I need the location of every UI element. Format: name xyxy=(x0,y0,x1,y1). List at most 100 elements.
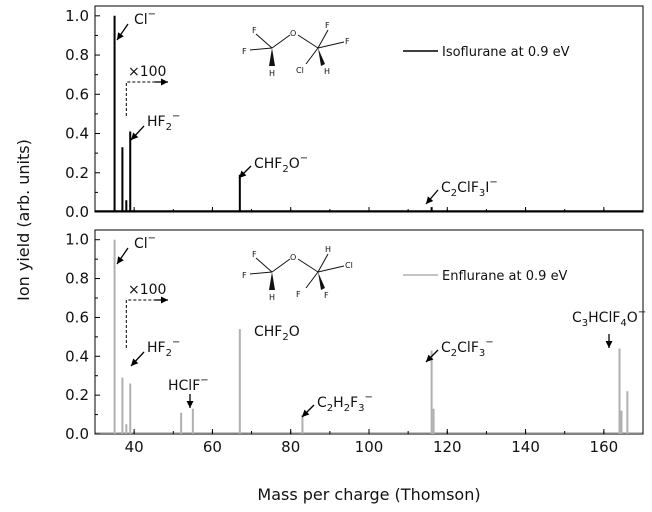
formula-part: 3 xyxy=(479,188,485,199)
arrow-hclf-head xyxy=(186,401,194,408)
arrow-x100-head xyxy=(161,296,168,304)
label-hclf: HClF− xyxy=(168,375,209,394)
arrow-hf2-head xyxy=(131,358,139,366)
formula-part: 2 xyxy=(166,122,172,133)
arrow-cl-head xyxy=(117,32,124,40)
molecule-atom: O xyxy=(290,29,296,38)
formula-part: − xyxy=(300,153,308,164)
x100-marker xyxy=(125,299,160,348)
x-tick-label: 160 xyxy=(590,438,619,456)
formula-part: CHF xyxy=(254,324,282,340)
molecule-atom: O xyxy=(290,253,296,262)
arrow-x100-head xyxy=(161,78,168,86)
arrow-cl-head xyxy=(117,256,124,264)
label-chf2o: CHF2O− xyxy=(254,153,308,175)
formula-part: 3 xyxy=(582,318,588,329)
label-c3hclf4o: C3HClF4O− xyxy=(572,307,646,329)
label-cl: Cl− xyxy=(134,9,156,28)
plot-frame xyxy=(94,5,644,213)
formula-part: C xyxy=(317,395,327,411)
formula-part: Cl xyxy=(134,236,148,252)
formula-part: I xyxy=(485,180,489,196)
formula-part: C xyxy=(572,310,582,326)
formula-part: Cl xyxy=(134,12,148,28)
formula-part: F xyxy=(350,395,358,411)
molecule-structure: F F H O H Cl F F xyxy=(242,245,353,302)
bond xyxy=(297,34,319,49)
molecule-structure: F F H O F F Cl H xyxy=(242,21,350,78)
molecule-atom: F xyxy=(345,37,350,46)
bond xyxy=(317,265,345,273)
bond xyxy=(271,258,291,273)
formula-part: − xyxy=(485,337,493,348)
bond xyxy=(317,41,345,49)
formula-part: 2 xyxy=(166,348,172,359)
molecule-atom: F xyxy=(296,290,301,299)
bond xyxy=(271,34,291,49)
bond xyxy=(317,253,329,273)
formula-part: 3 xyxy=(358,403,364,414)
wedge-bond xyxy=(318,48,325,66)
formula-part: ×100 xyxy=(128,282,166,298)
formula-part: 2 xyxy=(282,332,288,343)
formula-part: O xyxy=(289,156,300,172)
bond xyxy=(297,258,319,273)
molecule-atom: Cl xyxy=(345,261,353,270)
wedge-bond xyxy=(318,272,325,290)
arrow-c2clf3i-head xyxy=(426,196,434,204)
y-tick-label: 0.0 xyxy=(65,425,89,443)
molecule-atom: H xyxy=(269,293,275,302)
arrow-c2h2f3-head xyxy=(302,409,310,417)
label-c2clf3i: C2ClF3I− xyxy=(441,177,498,199)
label-x100: ×100 xyxy=(128,282,166,298)
x-tick-label: 40 xyxy=(125,438,144,456)
x-tick-label: 120 xyxy=(433,438,462,456)
y-tick-label: 0.0 xyxy=(65,203,89,221)
x-tick-label: 80 xyxy=(281,438,300,456)
x100-marker xyxy=(125,81,160,116)
formula-part: − xyxy=(172,111,180,122)
formula-part: C xyxy=(441,180,451,196)
formula-part: HF xyxy=(147,340,166,356)
formula-part: ×100 xyxy=(128,64,166,80)
formula-part: HF xyxy=(147,114,166,130)
formula-part: 2 xyxy=(451,348,457,359)
y-tick-label: 0.6 xyxy=(65,308,89,326)
bond xyxy=(305,47,319,65)
y-tick-label: 1.0 xyxy=(65,7,89,25)
molecule-atom: F xyxy=(242,271,247,280)
label-hf2: HF2− xyxy=(147,337,180,359)
formula-part: − xyxy=(365,392,373,403)
molecule-atom: H xyxy=(325,245,331,254)
label-c2clf3: C2ClF3− xyxy=(441,337,494,359)
formula-part: 3 xyxy=(479,348,485,359)
formula-part: O xyxy=(627,310,638,326)
formula-part: C xyxy=(441,340,451,356)
x-tick-label: 60 xyxy=(203,438,222,456)
bond xyxy=(255,33,273,49)
formula-part: − xyxy=(148,9,156,20)
label-cl: Cl− xyxy=(134,233,156,252)
formula-part: − xyxy=(200,375,208,386)
label-x100: ×100 xyxy=(128,64,166,80)
y-tick-label: 0.2 xyxy=(65,164,89,182)
y-tick-label: 0.2 xyxy=(65,386,89,404)
formula-part: O xyxy=(289,324,300,340)
formula-part: HClF xyxy=(168,378,200,394)
y-tick-label: 0.6 xyxy=(65,85,89,103)
bond xyxy=(249,271,273,275)
formula-part: HClF xyxy=(588,310,620,326)
bond xyxy=(249,47,273,51)
formula-part: 2 xyxy=(327,403,333,414)
formula-part: 2 xyxy=(282,164,288,175)
bond xyxy=(317,29,329,49)
formula-part: − xyxy=(148,233,156,244)
arrow-hf2-head xyxy=(131,132,139,140)
molecule-atom: F xyxy=(252,250,257,259)
x-axis-label: Mass per charge (Thomson) xyxy=(257,485,480,504)
formula-part: CHF xyxy=(254,156,282,172)
formula-part: H xyxy=(333,395,344,411)
molecule-atom: F xyxy=(325,21,330,30)
molecule-atom: F xyxy=(252,26,257,35)
